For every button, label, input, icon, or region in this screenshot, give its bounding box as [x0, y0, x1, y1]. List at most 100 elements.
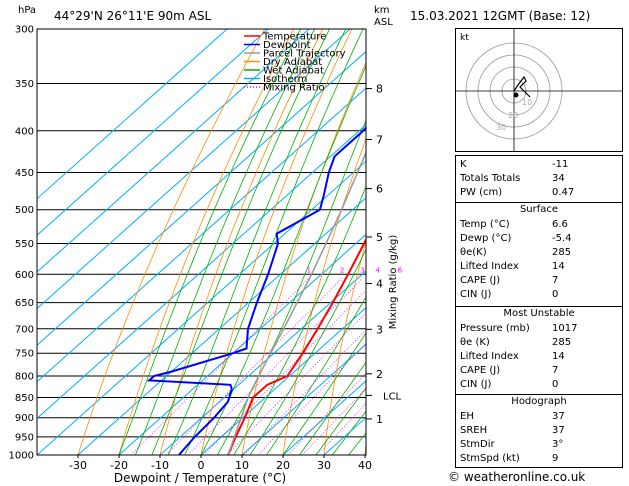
mixing-ratio-label: 3: [360, 266, 364, 274]
wet-adiabat: [167, 29, 347, 455]
temp-tick-0: 0: [198, 459, 205, 472]
mixing-ratio-labels: 12346810162025: [307, 266, 403, 274]
hodograph-unit-label: kt: [460, 33, 469, 43]
pressure-tick-900: 900: [15, 413, 34, 424]
isotherm: [77, 197, 366, 455]
isotherm: [200, 307, 366, 455]
wet-adiabat: [282, 332, 366, 455]
most-unstable-title: Most Unstable: [503, 308, 575, 319]
mu-row-cin: CIN (J) 0: [460, 379, 559, 390]
isotherm: [37, 123, 366, 420]
isotherm: [159, 270, 366, 455]
temp-tick-20: 20: [276, 459, 290, 472]
km-unit-label: km: [374, 5, 390, 16]
dry-adiabat: [77, 29, 266, 455]
km-tick-7: 7: [376, 134, 383, 147]
dry-adiabat: [323, 240, 366, 455]
mu-row-cape: CAPE (J) 7: [460, 365, 559, 376]
wet-adiabat: [315, 387, 366, 455]
surface-row-cin: CIN (J) 0: [460, 289, 559, 300]
credit-link[interactable]: © weatheronline.co.uk: [448, 470, 586, 484]
isotherm: [37, 29, 228, 200]
temp-tick-30: 30: [317, 459, 331, 472]
series-dewpoint: [146, 126, 366, 455]
pressure-tick-950: 950: [15, 432, 34, 443]
pressure-tick-550: 550: [15, 239, 34, 250]
isotherm: [37, 87, 366, 383]
mixing-ratio-label: 1: [307, 266, 311, 274]
index-row-pw: PW (cm) 0.47: [460, 187, 575, 198]
isotherm: [37, 29, 269, 237]
temp-tick--30: -30: [69, 459, 87, 472]
mixing-ratio-label: 6: [398, 266, 403, 274]
height-axis: 1 2 3 4 5 6 7 8 LCL: [366, 83, 402, 426]
pressure-tick-600: 600: [15, 270, 34, 281]
x-axis-label: Dewpoint / Temperature (°C): [114, 471, 286, 485]
legend-entry-wet-adiabat: Wet Adiabat: [263, 66, 324, 77]
pressure-tick-350: 350: [15, 79, 34, 90]
dry-adiabat: [159, 29, 324, 455]
wet-adiabat: [135, 29, 316, 455]
series-parcel-trajectory: [227, 150, 366, 455]
pressure-tick-450: 450: [15, 168, 34, 179]
pressure-tick-650: 650: [15, 298, 34, 309]
surface-panel: Surface Temp (°C) 6.6 Dewp (°C) -5.4 θe(K)…: [455, 202, 623, 308]
surface-row-thetae: θe(K) 285: [460, 247, 572, 258]
dry-adiabat: [200, 29, 353, 455]
mixing-ratio-line: [187, 277, 363, 455]
km-tick-5: 5: [376, 231, 383, 244]
mu-row-pressure: Pressure (mb) 1017: [460, 323, 578, 334]
hodo-row-eh: EH 37: [460, 411, 565, 422]
wet-adiabat: [299, 361, 366, 455]
surface-row-dewp: Dewp (°C) -5.4: [460, 233, 572, 244]
pressure-tick-800: 800: [15, 372, 34, 383]
mixing-ratio-line: [257, 342, 366, 455]
pressure-tick-1000: 1000: [9, 451, 34, 462]
surface-row-cape: CAPE (J) 7: [460, 275, 559, 286]
mixing-ratio-line: [130, 277, 310, 455]
km-tick-3: 3: [376, 323, 383, 336]
wet-adiabat: [217, 119, 366, 455]
isotherm: [37, 29, 310, 273]
hpa-unit-label: hPa: [18, 5, 36, 16]
surface-row-li: Lifted Index 14: [460, 261, 565, 272]
surface-title: Surface: [519, 204, 559, 215]
indices-panel: K -11 Totals Totals 34 PW (cm) 0.47: [455, 155, 623, 204]
hodograph-stats-title: Hodograph: [511, 396, 567, 407]
hodograph: kt 30 20 10: [456, 29, 622, 151]
isotherm: [406, 29, 410, 455]
pressure-tick-500: 500: [15, 205, 34, 216]
mixing-ratio-lines: [130, 277, 366, 455]
pressure-tick-400: 400: [15, 126, 34, 137]
hodo-row-sreh: SREH 37: [460, 425, 565, 436]
location-title: 44°29'N 26°11'E 90m ASL: [54, 9, 212, 23]
pressure-tick-300: 300: [15, 25, 34, 36]
km-tick-2: 2: [376, 368, 383, 381]
isotherm: [37, 160, 366, 455]
lcl-label: LCL: [383, 391, 402, 402]
wet-adiabat: [233, 185, 366, 455]
surface-row-temp: Temp (°C) 6.6: [460, 219, 568, 230]
asl-unit-label: ASL: [374, 17, 393, 28]
legend-entry-parcel-trajectory: Parcel Trajectory: [263, 49, 346, 60]
hodograph-trace: [513, 75, 531, 98]
isotherm: [241, 343, 366, 455]
hodo-row-stmdir: StmDir 3°: [460, 439, 564, 450]
isotherm: [37, 29, 351, 310]
mixing-ratio-axis-label: Mixing Ratio (g/kg): [388, 235, 399, 330]
dry-adiabat: [241, 61, 366, 455]
legend-entry-dewpoint: Dewpoint: [263, 40, 311, 51]
hodograph-ring-label-20: 20: [508, 111, 518, 120]
hodograph-panel: kt 30 20 10: [455, 28, 623, 152]
temperature-axis: -30 -20 -10 0 10 20 30 40: [69, 455, 372, 472]
temp-tick--20: -20: [110, 459, 128, 472]
hodo-row-stmspd: StmSpd (kt) 9: [460, 453, 559, 464]
hodograph-stats-panel: Hodograph EH 37 SREH 37 StmDir 3° StmSpd (k…: [455, 394, 623, 468]
mixing-ratio-label: 4: [376, 266, 381, 274]
dry-adiabat: [118, 29, 295, 455]
series-temperature: [227, 237, 366, 455]
legend-entry-mixing-ratio: Mixing Ratio: [263, 83, 325, 94]
wet-adiabat: [151, 29, 330, 455]
pressure-tick-750: 750: [15, 349, 34, 360]
